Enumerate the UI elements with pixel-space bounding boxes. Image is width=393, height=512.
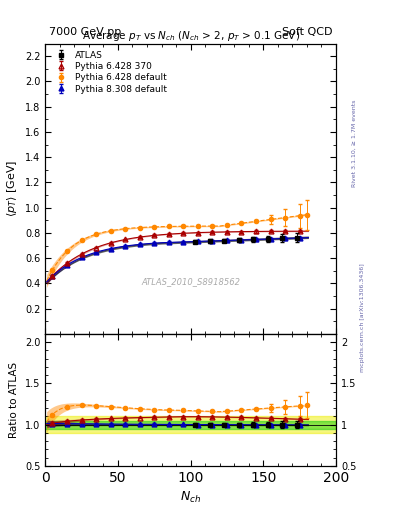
Bar <box>45 416 336 433</box>
X-axis label: $N_{ch}$: $N_{ch}$ <box>180 490 201 505</box>
Legend: ATLAS, Pythia 6.428 370, Pythia 6.428 default, Pythia 8.308 default: ATLAS, Pythia 6.428 370, Pythia 6.428 de… <box>50 48 170 96</box>
Text: Rivet 3.1.10, ≥ 1.7M events: Rivet 3.1.10, ≥ 1.7M events <box>352 100 357 187</box>
Text: ATLAS_2010_S8918562: ATLAS_2010_S8918562 <box>141 277 240 286</box>
Y-axis label: Ratio to ATLAS: Ratio to ATLAS <box>9 362 19 438</box>
Text: 7000 GeV pp: 7000 GeV pp <box>49 27 121 37</box>
Text: Soft QCD: Soft QCD <box>282 27 332 37</box>
Y-axis label: $\langle p_T \rangle$ [GeV]: $\langle p_T \rangle$ [GeV] <box>5 160 19 217</box>
Title: Average $p_T$ vs $N_{ch}$ ($N_{ch}$ > 2, $p_T$ > 0.1 GeV): Average $p_T$ vs $N_{ch}$ ($N_{ch}$ > 2,… <box>81 29 300 44</box>
Text: mcplots.cern.ch [arXiv:1306.3436]: mcplots.cern.ch [arXiv:1306.3436] <box>360 263 365 372</box>
Bar <box>45 420 336 429</box>
